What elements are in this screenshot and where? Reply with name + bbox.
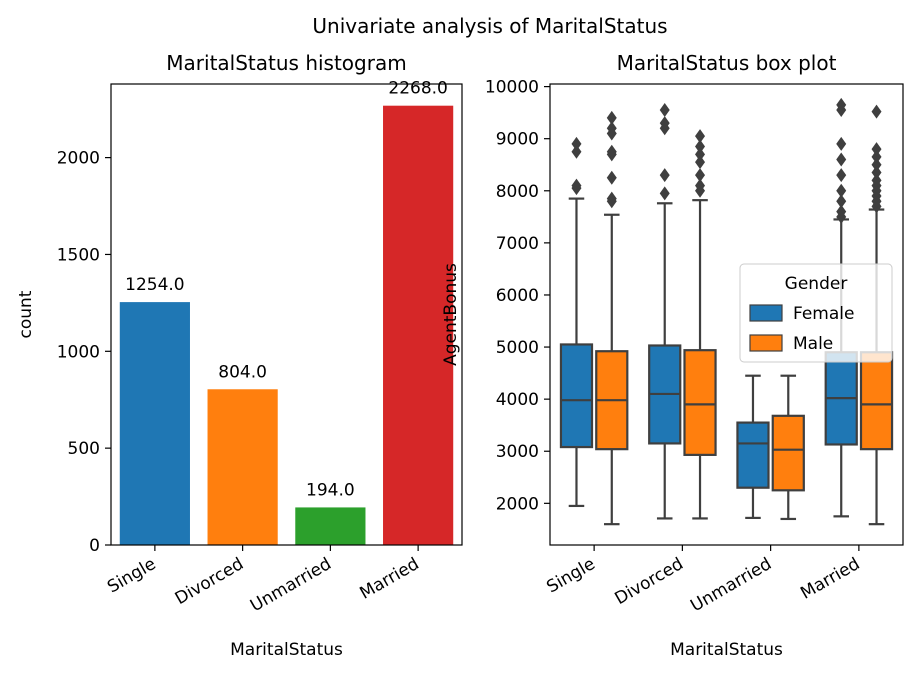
outlier-point (659, 168, 670, 183)
bar-value-label: 804.0 (218, 362, 267, 382)
outlier-point (836, 136, 847, 151)
x-tick-label: Divorced (172, 554, 247, 609)
legend-swatch (749, 304, 783, 322)
x-tick-label: Unmarried (687, 554, 775, 616)
outlier-point (836, 183, 847, 198)
outlier-point (836, 194, 847, 209)
outlier-point (871, 149, 882, 164)
outlier-point (871, 173, 882, 188)
boxplot-panel: 2000 3000 4000 5000 6000 7000 8000 9000 10000 Sin… (441, 51, 904, 660)
legend-label: Female (793, 304, 854, 324)
figure-suptitle: Univariate analysis of MaritalStatus (312, 14, 667, 38)
histogram-panel: 1254.0 Single 804.0 Divorced 194.0 Unmarried 2… (16, 51, 463, 660)
outlier-point (606, 121, 617, 136)
outlier-point (571, 178, 582, 193)
outlier-point (836, 152, 847, 167)
box (559, 343, 594, 449)
outlier-point (695, 129, 706, 144)
outlier-point (871, 104, 882, 119)
chart-title: MaritalStatus histogram (166, 51, 406, 75)
y-axis-label: AgentBonus (441, 263, 461, 366)
legend: Gender Female Male (739, 263, 893, 363)
x-axis-label: MaritalStatus (670, 640, 783, 660)
y-tick-label: 2000 (496, 494, 539, 514)
outlier-point (659, 103, 670, 118)
y-tick-label: 6000 (496, 286, 539, 306)
bar-value-label: 1254.0 (125, 275, 184, 295)
box (859, 351, 894, 451)
x-tick-label: Single (104, 554, 159, 597)
x-tick-label: Divorced (611, 554, 686, 609)
legend-label: Male (793, 334, 833, 354)
y-tick-label: 10000 (485, 78, 539, 98)
y-tick-label: 500 (68, 439, 100, 459)
box (736, 421, 770, 489)
outlier-point (695, 178, 706, 193)
y-tick-label: 7000 (496, 234, 539, 254)
legend-title: Gender (785, 274, 848, 294)
outlier-point (871, 142, 882, 157)
outlier-point (836, 204, 847, 219)
outlier-point (659, 116, 670, 131)
x-tick-label: Married (357, 554, 423, 604)
outlier-point (871, 157, 882, 172)
outlier-point (695, 155, 706, 170)
y-tick-label: 8000 (496, 182, 539, 202)
box (683, 349, 717, 456)
outlier-point (571, 136, 582, 151)
outlier-point (606, 144, 617, 159)
x-tick-label: Married (797, 554, 863, 604)
bar (295, 507, 366, 545)
bar (383, 105, 454, 545)
outlier-point (606, 170, 617, 185)
x-tick-label: Unmarried (247, 554, 335, 616)
plot-frame (549, 83, 904, 546)
y-tick-label: 1500 (57, 245, 100, 265)
outlier-point (606, 191, 617, 206)
outlier-point (871, 165, 882, 180)
y-tick-label: 9000 (496, 130, 539, 150)
y-tick-label: 4000 (496, 390, 539, 410)
legend-swatch (749, 334, 783, 352)
y-tick-label: 3000 (496, 442, 539, 462)
outlier-point (606, 110, 617, 125)
y-tick-label: 5000 (496, 338, 539, 358)
outlier-point (659, 186, 670, 201)
bar-value-label: 2268.0 (388, 79, 447, 99)
outlier-point (695, 139, 706, 154)
x-tick-label: Single (543, 554, 598, 597)
y-tick-label: 2000 (57, 149, 100, 169)
y-axis-label: count (16, 290, 36, 338)
plot-frame (110, 83, 463, 546)
x-axis-label: MaritalStatus (230, 640, 343, 660)
outlier-point (571, 144, 582, 159)
outlier-point (695, 168, 706, 183)
outlier-point (695, 147, 706, 162)
y-tick-label: 0 (89, 536, 100, 556)
outlier-point (836, 97, 847, 112)
outlier-point (836, 168, 847, 183)
y-tick-label: 1000 (57, 342, 100, 362)
bar (119, 302, 190, 545)
chart-title: MaritalStatus box plot (617, 51, 837, 75)
bar (207, 389, 278, 545)
box (771, 414, 805, 492)
bar-value-label: 194.0 (306, 480, 355, 500)
